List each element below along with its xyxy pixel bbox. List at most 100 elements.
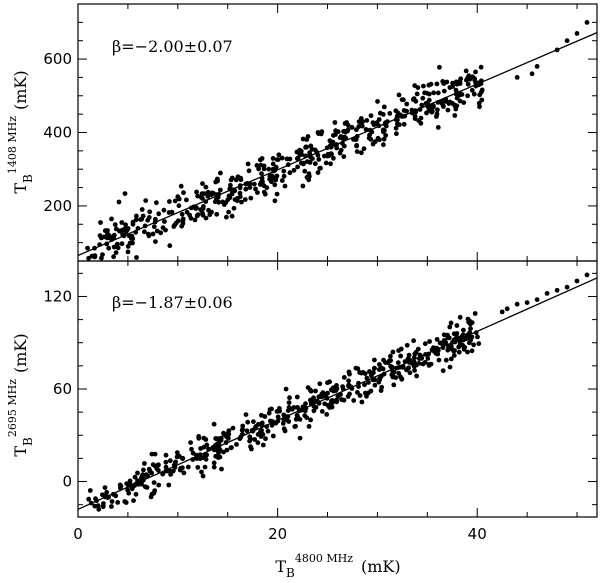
top-data-point <box>322 153 327 159</box>
top-data-point <box>383 123 389 129</box>
bottom-data-point <box>204 452 210 458</box>
bottom-data-point <box>457 342 463 348</box>
top-data-point <box>272 182 278 188</box>
top-data-point <box>361 146 367 152</box>
bottom-data-point <box>347 371 352 377</box>
bottom-data-point <box>377 376 382 381</box>
top-data-point <box>86 255 91 261</box>
top-data-point <box>418 115 424 121</box>
bottom-data-point <box>100 503 106 509</box>
bottom-ylabel-main: T <box>11 446 30 457</box>
top-data-point <box>337 150 343 156</box>
bottom-data-point <box>306 424 312 429</box>
top-data-point <box>306 177 312 183</box>
bottom-data-point <box>211 421 217 427</box>
top-data-point <box>255 190 260 196</box>
bottom-data-point <box>472 311 478 316</box>
bottom-data-point <box>398 353 403 359</box>
top-data-point <box>153 239 158 245</box>
top-fit-line <box>77 32 598 257</box>
bottom-data-point <box>283 386 289 392</box>
top-data-point <box>404 101 410 107</box>
top-data-point <box>287 156 293 162</box>
bottom-data-point <box>441 340 446 346</box>
top-data-point <box>200 212 206 218</box>
bottom-data-point <box>266 410 272 416</box>
bottom-data-point <box>355 366 361 371</box>
bottom-data-point <box>174 454 180 460</box>
bottom-data-point <box>287 395 292 401</box>
bottom-data-point <box>346 378 351 384</box>
bottom-data-point <box>255 440 261 446</box>
top-data-point <box>201 191 207 197</box>
top-data-point <box>445 107 451 113</box>
top-data-point <box>147 209 153 215</box>
bottom-data-point <box>263 436 268 442</box>
bottom-data-point <box>451 353 457 358</box>
top-data-point <box>279 178 285 183</box>
bottom-data-point <box>454 323 460 328</box>
top-data-point <box>111 244 117 250</box>
bottom-data-point <box>377 362 382 367</box>
bottom-data-point <box>127 478 133 484</box>
top-data-point <box>200 181 205 187</box>
bottom-data-point <box>341 397 347 403</box>
top-data-point <box>396 92 402 98</box>
bottom-data-point <box>211 460 217 466</box>
bottom-data-point <box>203 456 209 462</box>
top-data-point <box>167 199 172 204</box>
bottom-data-point <box>213 453 219 459</box>
top-data-point <box>453 87 459 93</box>
top-data-point <box>160 225 166 231</box>
bottom-data-point <box>286 405 292 410</box>
bottom-data-point <box>297 435 303 441</box>
top-data-point <box>111 254 116 260</box>
bottom-ytick-label: 0 <box>62 473 72 491</box>
bottom-data-point <box>360 370 366 375</box>
top-data-point <box>418 120 424 126</box>
top-data-point <box>226 209 232 215</box>
top-data-point <box>229 213 235 219</box>
bottom-data-point <box>376 367 382 372</box>
top-data-point <box>334 145 340 151</box>
bottom-data-point <box>359 399 365 405</box>
top-data-point <box>447 99 453 105</box>
top-ylabel-sub: B <box>21 174 35 183</box>
top-data-point <box>366 135 372 141</box>
top-data-point <box>113 226 119 232</box>
bottom-data-point <box>269 422 275 428</box>
bottom-data-point <box>117 485 123 491</box>
top-data-point <box>297 151 303 157</box>
svg-text:TB4800 MHz(mK): TB4800 MHz (mK) <box>275 552 400 580</box>
bottom-data-point <box>152 463 158 469</box>
top-data-point <box>329 151 334 157</box>
top-data-point <box>133 217 139 223</box>
bottom-data-point <box>554 287 560 293</box>
bottom-data-point <box>396 348 401 353</box>
top-data-point <box>112 222 118 228</box>
top-data-point <box>142 229 147 235</box>
top-data-point <box>470 74 475 80</box>
bottom-data-point <box>256 421 261 427</box>
bottom-data-point <box>340 384 345 389</box>
top-data-point <box>340 136 346 142</box>
bottom-data-point <box>422 341 428 347</box>
top-data-point <box>299 160 304 166</box>
top-data-point <box>224 214 229 220</box>
bottom-data-point <box>219 466 224 472</box>
top-data-point <box>437 64 442 70</box>
bottom-data-point <box>286 400 292 405</box>
top-data-point <box>370 120 376 125</box>
bottom-data-point <box>368 388 374 394</box>
bottom-data-point <box>199 469 204 475</box>
bottom-data-point <box>259 420 265 426</box>
top-data-point <box>212 199 218 205</box>
top-data-point <box>270 156 276 161</box>
bottom-data-point <box>240 426 246 432</box>
bottom-data-point <box>174 450 180 455</box>
bottom-data-point <box>265 428 271 434</box>
top-data-point <box>381 104 387 110</box>
bottom-data-point <box>167 458 173 464</box>
top-data-point <box>302 168 308 174</box>
bottom-data-point <box>270 433 276 439</box>
